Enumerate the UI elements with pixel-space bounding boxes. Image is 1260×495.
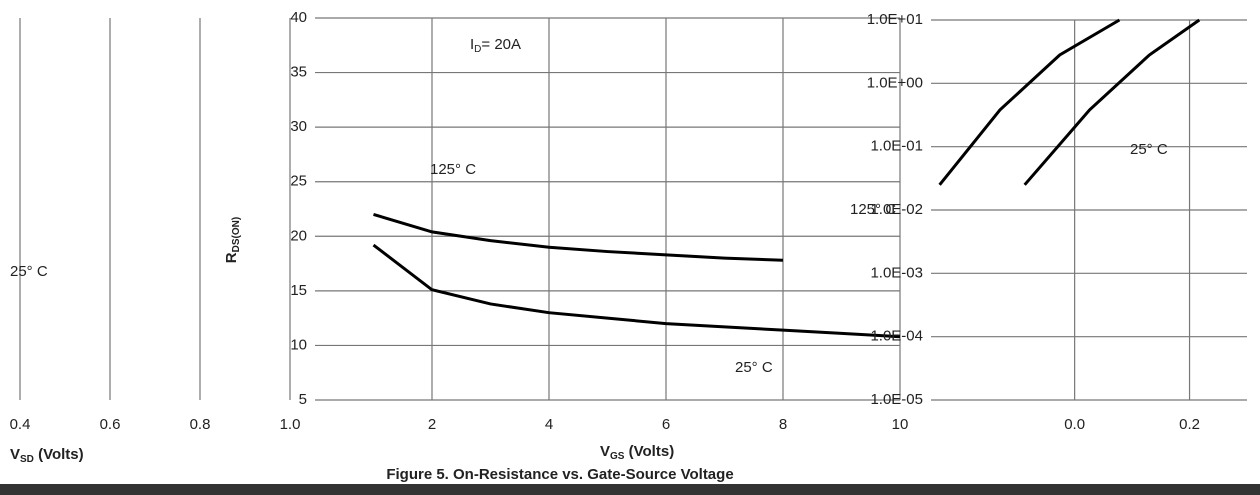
x-tick-label: 0.2: [1179, 416, 1200, 433]
label-subscript: DS(ON): [231, 217, 242, 253]
series-label: 125° C: [430, 161, 476, 178]
y-tick-label: 1.0E-02: [870, 201, 923, 218]
label-subscript: SD: [20, 454, 34, 465]
y-tick-label: 20: [290, 227, 307, 244]
label-subscript: GS: [610, 451, 625, 462]
label-text: (Volts): [624, 443, 674, 460]
x-tick-label: 0.4: [10, 416, 31, 433]
y-tick-label: 1.0E-04: [870, 328, 923, 345]
caption: Figure 5. On-Resistance vs. Gate-Source …: [386, 466, 733, 483]
x-tick-label: 8: [779, 416, 787, 433]
y-tick-label: 35: [290, 64, 307, 81]
axis-label: RDS(ON): [223, 217, 242, 263]
label-text: I: [470, 36, 474, 53]
axis-label: VSD (Volts): [10, 446, 84, 465]
series-label: 125° C: [850, 201, 896, 218]
y-tick-label: 15: [290, 282, 307, 299]
x-tick-label: 6: [662, 416, 670, 433]
y-tick-label: 1.0E+00: [867, 74, 923, 91]
axis-label: ID= 20A: [470, 36, 521, 55]
data-line: [938, 18, 1121, 186]
x-tick-label: 10: [892, 416, 909, 433]
y-tick-label: 1.0E+01: [867, 11, 923, 28]
data-line: [373, 213, 784, 262]
annotation: 25° C: [10, 263, 48, 280]
label-text: = 20A: [481, 36, 521, 53]
axis-label: VGS (Volts): [600, 443, 674, 462]
label-text: V: [10, 446, 20, 463]
y-tick-label: 25: [290, 173, 307, 190]
label-text: R: [223, 252, 240, 263]
y-tick-label: 1.0E-03: [870, 264, 923, 281]
y-tick-label: 1.0E-05: [870, 391, 923, 408]
y-tick-label: 5: [299, 391, 307, 408]
label-subscript: D: [474, 44, 481, 55]
label-text: (Volts): [34, 446, 84, 463]
series-label: 25° C: [735, 359, 773, 376]
label-text: V: [600, 443, 610, 460]
x-tick-label: 1.0: [280, 416, 301, 433]
y-tick-label: 1.0E-01: [870, 138, 923, 155]
series-label: 25° C: [1130, 141, 1168, 158]
data-line: [1023, 18, 1201, 186]
x-tick-label: 2: [428, 416, 436, 433]
data-line: [372, 243, 901, 339]
x-tick-label: 0.8: [190, 416, 211, 433]
x-tick-label: 4: [545, 416, 553, 433]
y-tick-label: 30: [290, 118, 307, 135]
x-tick-label: 0.0: [1064, 416, 1085, 433]
footer-bar: [0, 484, 1260, 495]
y-tick-label: 40: [290, 9, 307, 26]
x-tick-label: 0.6: [100, 416, 121, 433]
y-tick-label: 10: [290, 336, 307, 353]
